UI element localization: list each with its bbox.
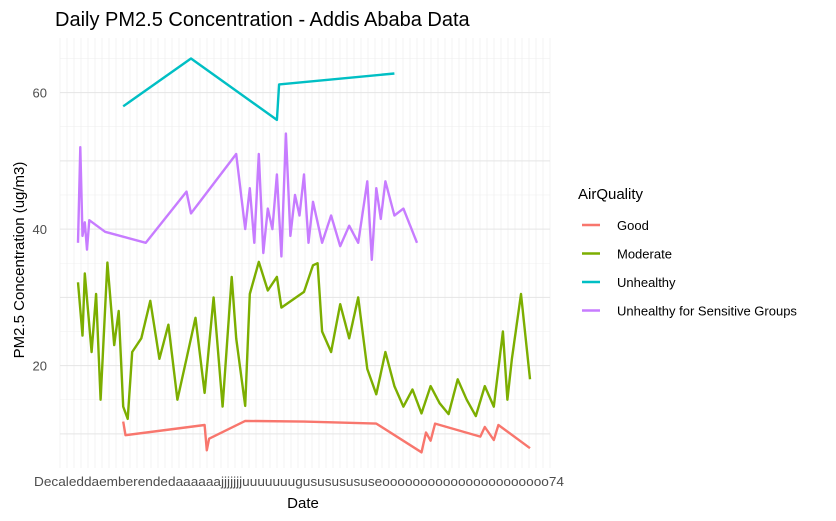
series-line: [76, 260, 532, 421]
y-axis-ticks: 20 40 60: [33, 86, 47, 374]
series-line: [122, 57, 395, 122]
series-lines: [76, 57, 532, 454]
series-line: [122, 419, 531, 454]
x-axis-tick-labels: Decaleddaemberendedaaaaaajjjjjjjuuuuuuug…: [34, 474, 564, 489]
legend-title: AirQuality: [578, 186, 644, 203]
legend-label: Unhealthy: [617, 275, 676, 290]
grid: [59, 38, 551, 468]
series-line: [76, 132, 419, 261]
legend-label: Good: [617, 218, 649, 233]
y-tick-label: 60: [33, 86, 47, 101]
x-axis-title: Date: [287, 495, 319, 512]
legend: Good Moderate Unhealthy Unhealthy for Sensi…: [582, 218, 797, 319]
legend-label: Moderate: [617, 247, 672, 262]
y-axis-title: PM2.5 Concentration (ug/m3): [11, 162, 28, 359]
y-tick-label: 40: [33, 222, 47, 237]
y-tick-label: 20: [33, 359, 47, 374]
legend-label: Unhealthy for Sensitive Groups: [617, 304, 797, 319]
chart-title: Daily PM2.5 Concentration - Addis Ababa …: [55, 9, 471, 31]
